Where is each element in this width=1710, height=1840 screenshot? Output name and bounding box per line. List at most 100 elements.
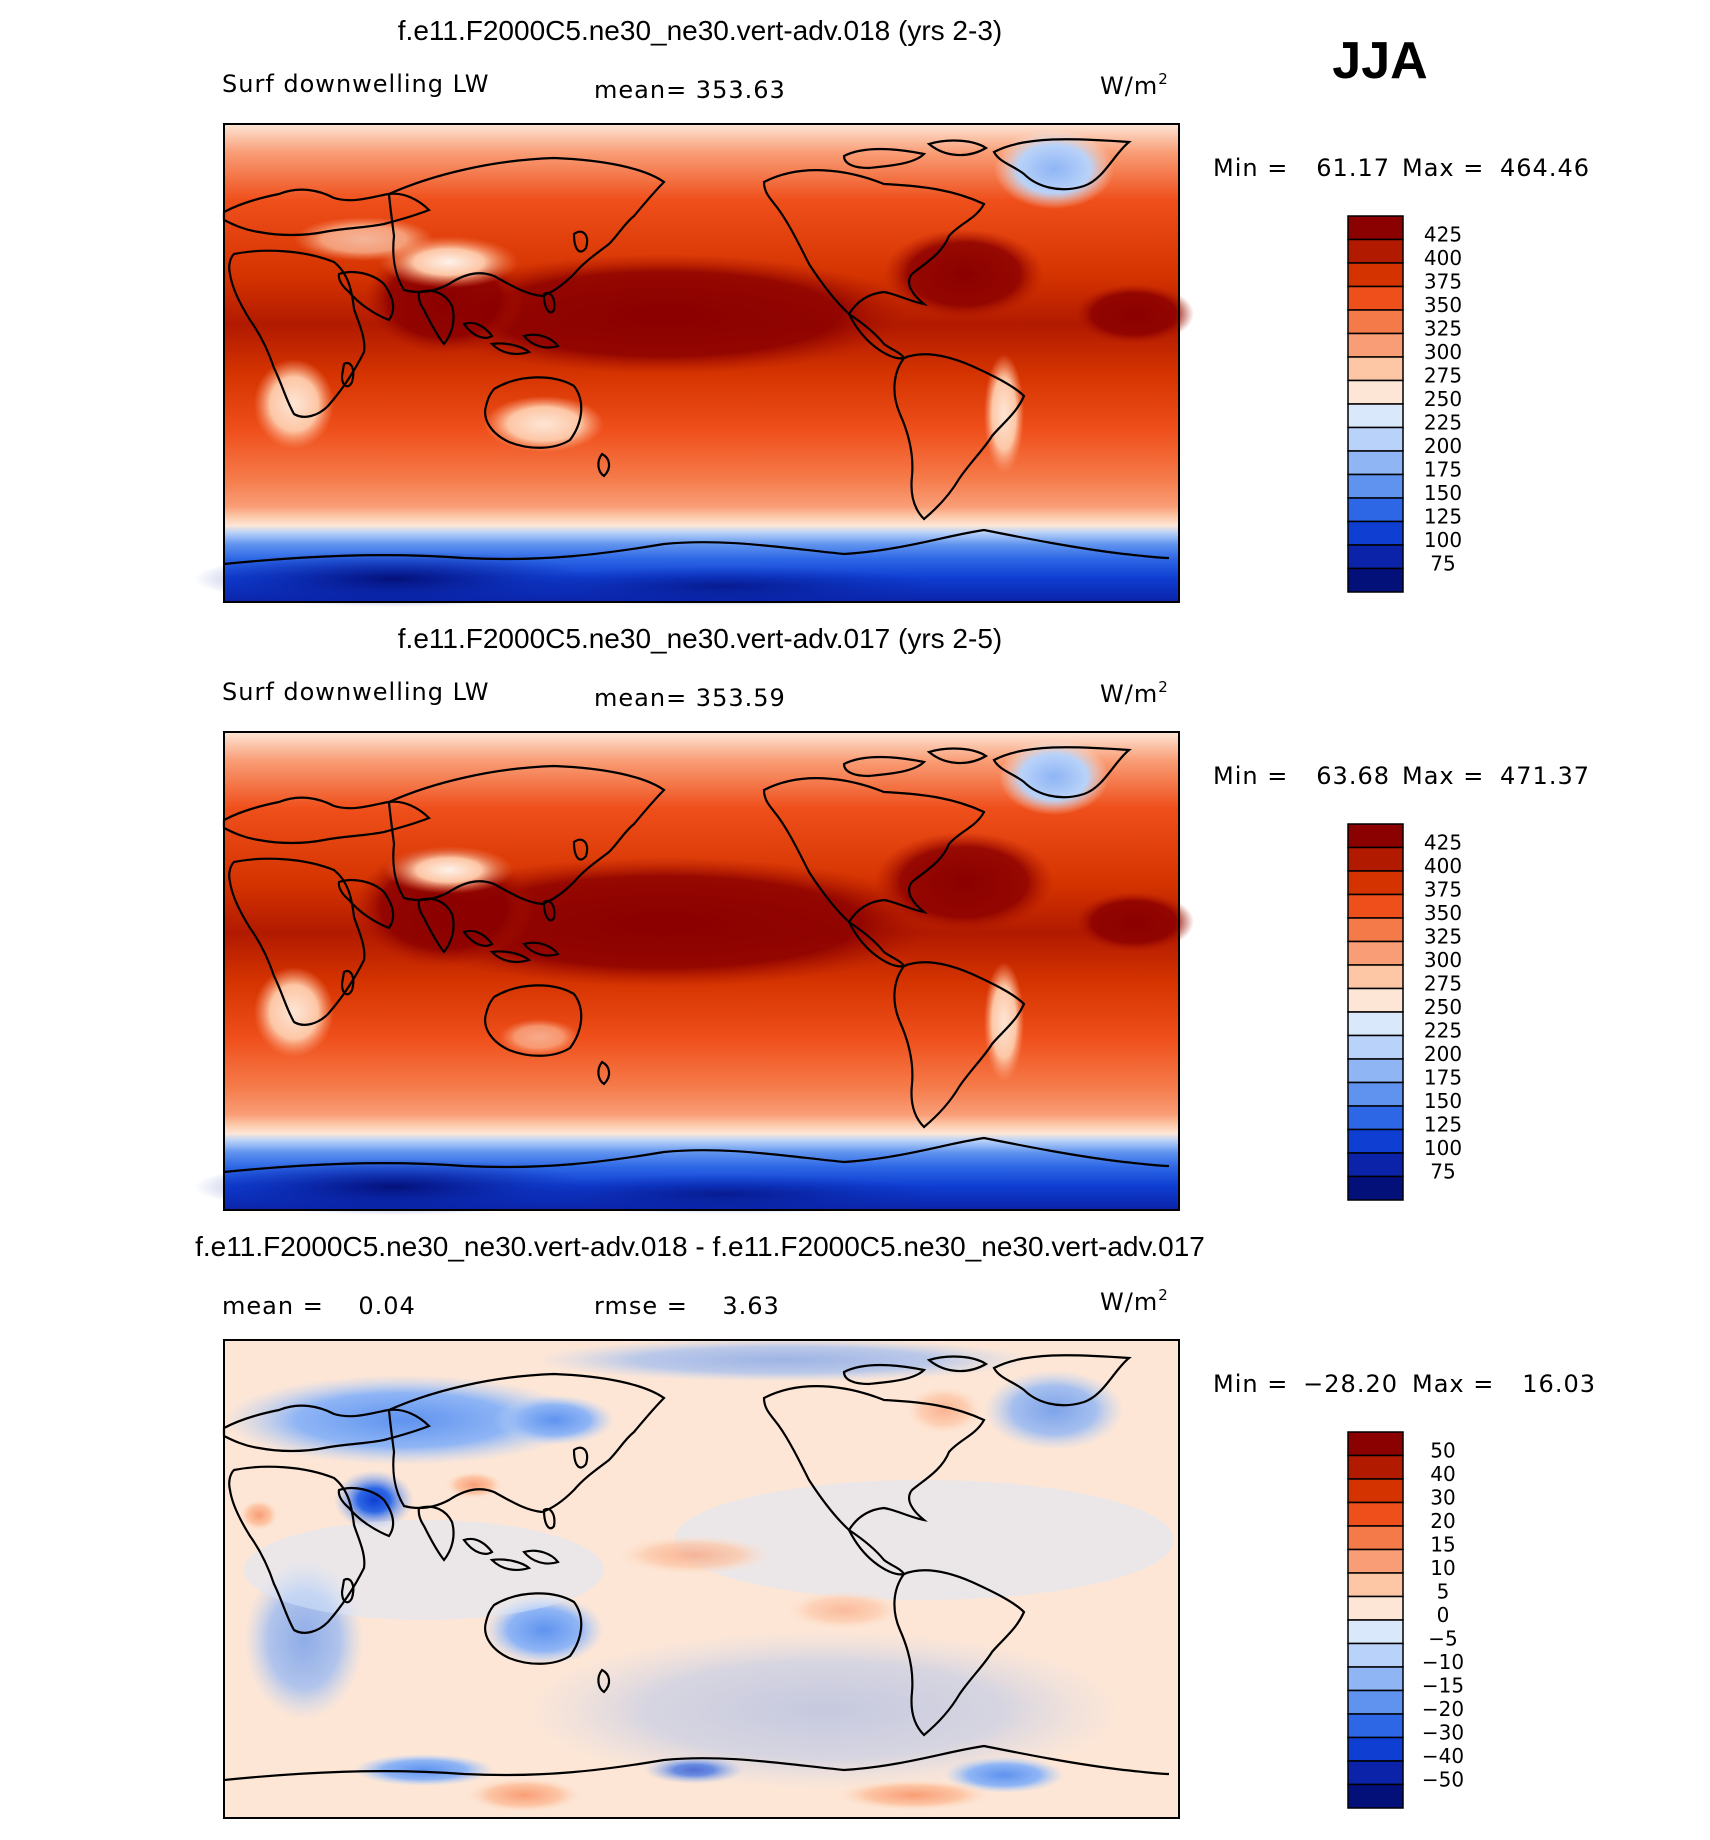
colorbar-swatch — [1347, 1011, 1404, 1037]
colorbar-swatch — [1347, 567, 1404, 593]
colorbar-tick-label: 150 — [1424, 1089, 1462, 1113]
colorbar-swatch — [1347, 1666, 1404, 1692]
colorbar-tick-label: 225 — [1424, 411, 1462, 435]
panel-1-colorbar: 4254003753503253002752502252001751501251… — [1347, 215, 1462, 593]
colorbar-swatch — [1347, 1128, 1404, 1154]
colorbar-swatch — [1347, 473, 1404, 499]
panel-3-title: f.e11.F2000C5.ne30_ne30.vert-adv.018 - f… — [195, 1231, 1205, 1262]
panel-1-map — [194, 123, 1194, 607]
colorbar-tick-label: −40 — [1422, 1744, 1464, 1768]
colorbar-swatch — [1347, 870, 1404, 896]
panel-3-map — [222, 1338, 1180, 1819]
colorbar-swatch — [1347, 1783, 1404, 1809]
panel-1: f.e11.F2000C5.ne30_ne30.vert-adv.018 (yr… — [194, 15, 1589, 607]
colorbar-tick-label: 125 — [1424, 1113, 1462, 1137]
colorbar-swatch — [1347, 1501, 1404, 1527]
colorbar-tick-label: 400 — [1424, 854, 1462, 878]
panel-2-title: f.e11.F2000C5.ne30_ne30.vert-adv.017 (yr… — [398, 623, 1002, 654]
colorbar-tick-label: 200 — [1424, 1042, 1462, 1066]
colorbar-tick-label: 300 — [1424, 948, 1462, 972]
colorbar-swatch — [1347, 1525, 1404, 1551]
colorbar-swatch — [1347, 964, 1404, 990]
colorbar-tick-label: 175 — [1424, 458, 1462, 482]
colorbar-tick-label: 30 — [1430, 1486, 1455, 1510]
colorbar-swatch — [1347, 1058, 1404, 1084]
colorbar-swatch — [1347, 426, 1404, 452]
colorbar-tick-label: 275 — [1424, 972, 1462, 996]
colorbar-swatch — [1347, 846, 1404, 872]
panel-3-min-label: Min = — [1213, 1370, 1288, 1398]
colorbar-tick-label: −50 — [1422, 1768, 1464, 1792]
colorbar-swatch — [1347, 238, 1404, 264]
colorbar-tick-label: 375 — [1424, 878, 1462, 902]
colorbar-swatch — [1347, 1175, 1404, 1201]
colorbar-tick-label: 250 — [1424, 995, 1462, 1019]
colorbar-tick-label: 100 — [1424, 528, 1462, 552]
colorbar-swatch — [1347, 356, 1404, 382]
colorbar-swatch — [1347, 1478, 1404, 1504]
panel-2-colorbar: 4254003753503253002752502252001751501251… — [1347, 823, 1462, 1201]
colorbar-tick-label: 350 — [1424, 293, 1462, 317]
colorbar-swatch — [1347, 917, 1404, 943]
colorbar-swatch — [1347, 1081, 1404, 1107]
colorbar-swatch — [1347, 893, 1404, 919]
colorbar-tick-label: −5 — [1428, 1627, 1457, 1651]
colorbar-swatch — [1347, 1619, 1404, 1645]
colorbar-tick-label: 15 — [1430, 1533, 1455, 1557]
colorbar-swatch — [1347, 379, 1404, 405]
panel-3: f.e11.F2000C5.ne30_ne30.vert-adv.018 - f… — [195, 1231, 1596, 1819]
colorbar-swatch — [1347, 1105, 1404, 1131]
colorbar-swatch — [1347, 1689, 1404, 1715]
colorbar-tick-label: 425 — [1424, 831, 1462, 855]
colorbar-swatch — [1347, 450, 1404, 476]
colorbar-tick-label: −30 — [1422, 1721, 1464, 1745]
panel-3-units: W/m2 — [1100, 1286, 1169, 1316]
colorbar-swatch — [1347, 309, 1404, 335]
colorbar-swatch — [1347, 497, 1404, 523]
panel-3-rmse: rmse = 3.63 — [594, 1292, 780, 1320]
panel-2-units: W/m2 — [1100, 678, 1169, 708]
colorbar-tick-label: 425 — [1424, 223, 1462, 247]
panel-2-max-value: 471.37 — [1500, 762, 1590, 790]
panel-1-variable: Surf downwelling LW — [222, 70, 490, 98]
colorbar-tick-label: −10 — [1422, 1650, 1464, 1674]
colorbar-tick-label: 375 — [1424, 270, 1462, 294]
colorbar-tick-label: 100 — [1424, 1136, 1462, 1160]
panel-2-variable: Surf downwelling LW — [222, 678, 490, 706]
colorbar-tick-label: 200 — [1424, 434, 1462, 458]
colorbar-tick-label: 10 — [1430, 1556, 1455, 1580]
panel-3-max-label: Max = — [1412, 1370, 1494, 1398]
colorbar-swatch — [1347, 940, 1404, 966]
colorbar-swatch — [1347, 1454, 1404, 1480]
colorbar-tick-label: 50 — [1430, 1439, 1455, 1463]
colorbar-swatch — [1347, 1034, 1404, 1060]
colorbar-tick-label: −20 — [1422, 1697, 1464, 1721]
panel-2-mean: mean= 353.59 — [594, 684, 786, 712]
colorbar-tick-label: 400 — [1424, 246, 1462, 270]
colorbar-tick-label: 275 — [1424, 364, 1462, 388]
colorbar-tick-label: 250 — [1424, 387, 1462, 411]
colorbar-tick-label: 40 — [1430, 1462, 1455, 1486]
panel-1-min-value: 61.17 — [1316, 154, 1390, 182]
panel-2-max-label: Max = — [1402, 762, 1484, 790]
panel-3-max-value: 16.03 — [1522, 1370, 1596, 1398]
colorbar-tick-label: −15 — [1422, 1674, 1464, 1698]
colorbar-tick-label: 125 — [1424, 505, 1462, 529]
colorbar-tick-label: 225 — [1424, 1019, 1462, 1043]
panel-2-map — [194, 731, 1194, 1215]
colorbar-swatch — [1347, 823, 1404, 849]
colorbar-swatch — [1347, 1713, 1404, 1739]
colorbar-swatch — [1347, 403, 1404, 429]
colorbar-swatch — [1347, 987, 1404, 1013]
panel-3-mean: mean = 0.04 — [222, 1292, 416, 1320]
colorbar-swatch — [1347, 215, 1404, 241]
panel-2-min-value: 63.68 — [1316, 762, 1390, 790]
colorbar-tick-label: 0 — [1437, 1603, 1450, 1627]
colorbar-swatch — [1347, 262, 1404, 288]
panel-1-mean: mean= 353.63 — [594, 76, 786, 104]
colorbar-tick-label: 325 — [1424, 925, 1462, 949]
colorbar-tick-label: 175 — [1424, 1066, 1462, 1090]
panel-2-min-label: Min = — [1213, 762, 1288, 790]
